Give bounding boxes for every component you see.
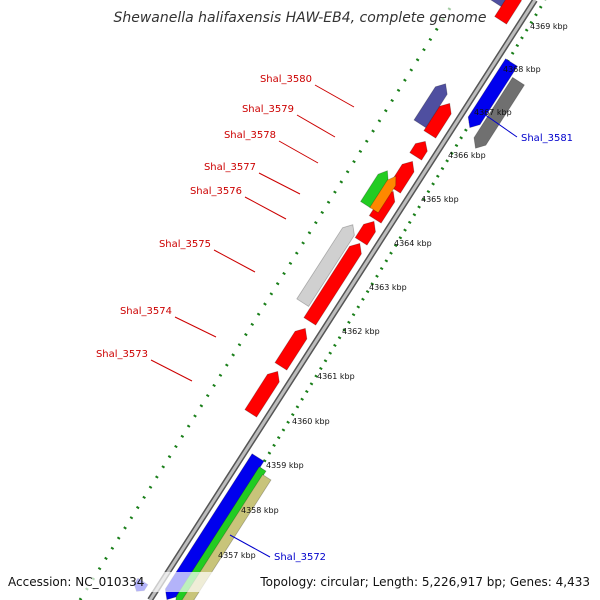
scale-tick-label: 4366 kbp: [448, 151, 486, 160]
leader-line-shal-3573: [150, 359, 193, 382]
scale-tick-label: 4367 kbp: [474, 108, 512, 117]
gene-label-shal-3572[interactable]: Shal_3572: [274, 552, 326, 563]
gene-shape-3574: [303, 242, 362, 326]
gene-label-shal-3579[interactable]: Shal_3579: [242, 104, 294, 115]
outer-tick-track: [78, 0, 457, 600]
accession-text: Accession: NC_010334: [8, 575, 144, 589]
leader-line-shal-3576: [244, 196, 287, 220]
map-title: Shewanella halifaxensis HAW-EB4, complet…: [113, 10, 486, 26]
scale-tick-label: 4365 kbp: [421, 195, 459, 204]
top-edge-gene-b: [494, 0, 522, 25]
gene-label-shal-3581[interactable]: Shal_3581: [521, 133, 573, 144]
scale-labels: 4357 kbp 4358 kbp 4359 kbp 4360 kbp 4361 kbp…: [218, 22, 568, 560]
gene-label-shal-3580[interactable]: Shal_3580: [260, 74, 312, 85]
gene-shape-3572b: [175, 466, 267, 600]
leader-line-shal-3580: [314, 84, 355, 108]
scale-tick-label: 4363 kbp: [369, 283, 407, 292]
gene-labels: Shal_3580 Shal_3579 Shal_3578 Shal_3577 Shal…: [96, 74, 573, 563]
leader-line-shal-3578: [278, 140, 319, 164]
gene-label-shal-3575[interactable]: Shal_3575: [159, 239, 211, 250]
scale-tick-label: 4358 kbp: [241, 506, 279, 515]
leader-line-shal-3581: [483, 113, 518, 138]
title-backdrop: [110, 6, 490, 28]
scale-tick-label: 4357 kbp: [218, 551, 256, 560]
gene-shape-3575: [296, 224, 355, 308]
gene-shape-3579: [423, 102, 452, 139]
scale-tick-label: 4359 kbp: [266, 461, 304, 470]
leader-line-shal-3579: [296, 114, 336, 138]
gene-label-shal-3573[interactable]: Shal_3573: [96, 349, 148, 360]
gene-label-shal-3574[interactable]: Shal_3574: [120, 306, 172, 317]
scale-tick-label: 4369 kbp: [530, 22, 568, 31]
leader-line-shal-3574: [174, 316, 217, 338]
scale-tick-label: 4361 kbp: [317, 372, 355, 381]
gene-shape-3573: [244, 370, 280, 418]
genome-backbone: [147, 0, 538, 600]
scale-tick-label: 4364 kbp: [394, 239, 432, 248]
leader-line-shal-3572: [229, 534, 271, 558]
scale-tick-label: 4360 kbp: [292, 417, 330, 426]
topology-text: Topology: circular; Length: 5,226,917 bp…: [259, 575, 590, 589]
gene-shape-3577: [360, 170, 389, 209]
scale-tick-label: 4362 kbp: [342, 327, 380, 336]
gene-shape-3573b: [274, 327, 308, 371]
gene-shape-3581a: [467, 58, 518, 129]
footer-backdrop: [0, 572, 600, 592]
gene-shape-3576: [369, 175, 397, 214]
gene-shape-3578b: [409, 140, 428, 161]
gene-shape-3572: [181, 474, 272, 600]
gene-label-shal-3576[interactable]: Shal_3576: [190, 186, 242, 197]
scale-tick-label: 4368 kbp: [503, 65, 541, 74]
leader-line-shal-3577: [258, 172, 301, 195]
gene-shape-3581: [473, 76, 525, 149]
gene-label-shal-3577[interactable]: Shal_3577: [204, 162, 256, 173]
gene-features: [133, 0, 525, 600]
gene-label-shal-3578[interactable]: Shal_3578: [224, 130, 276, 141]
gene-shape-3575b: [354, 220, 376, 246]
gene-shape-3580: [413, 83, 448, 129]
leader-line-shal-3575: [213, 249, 256, 273]
